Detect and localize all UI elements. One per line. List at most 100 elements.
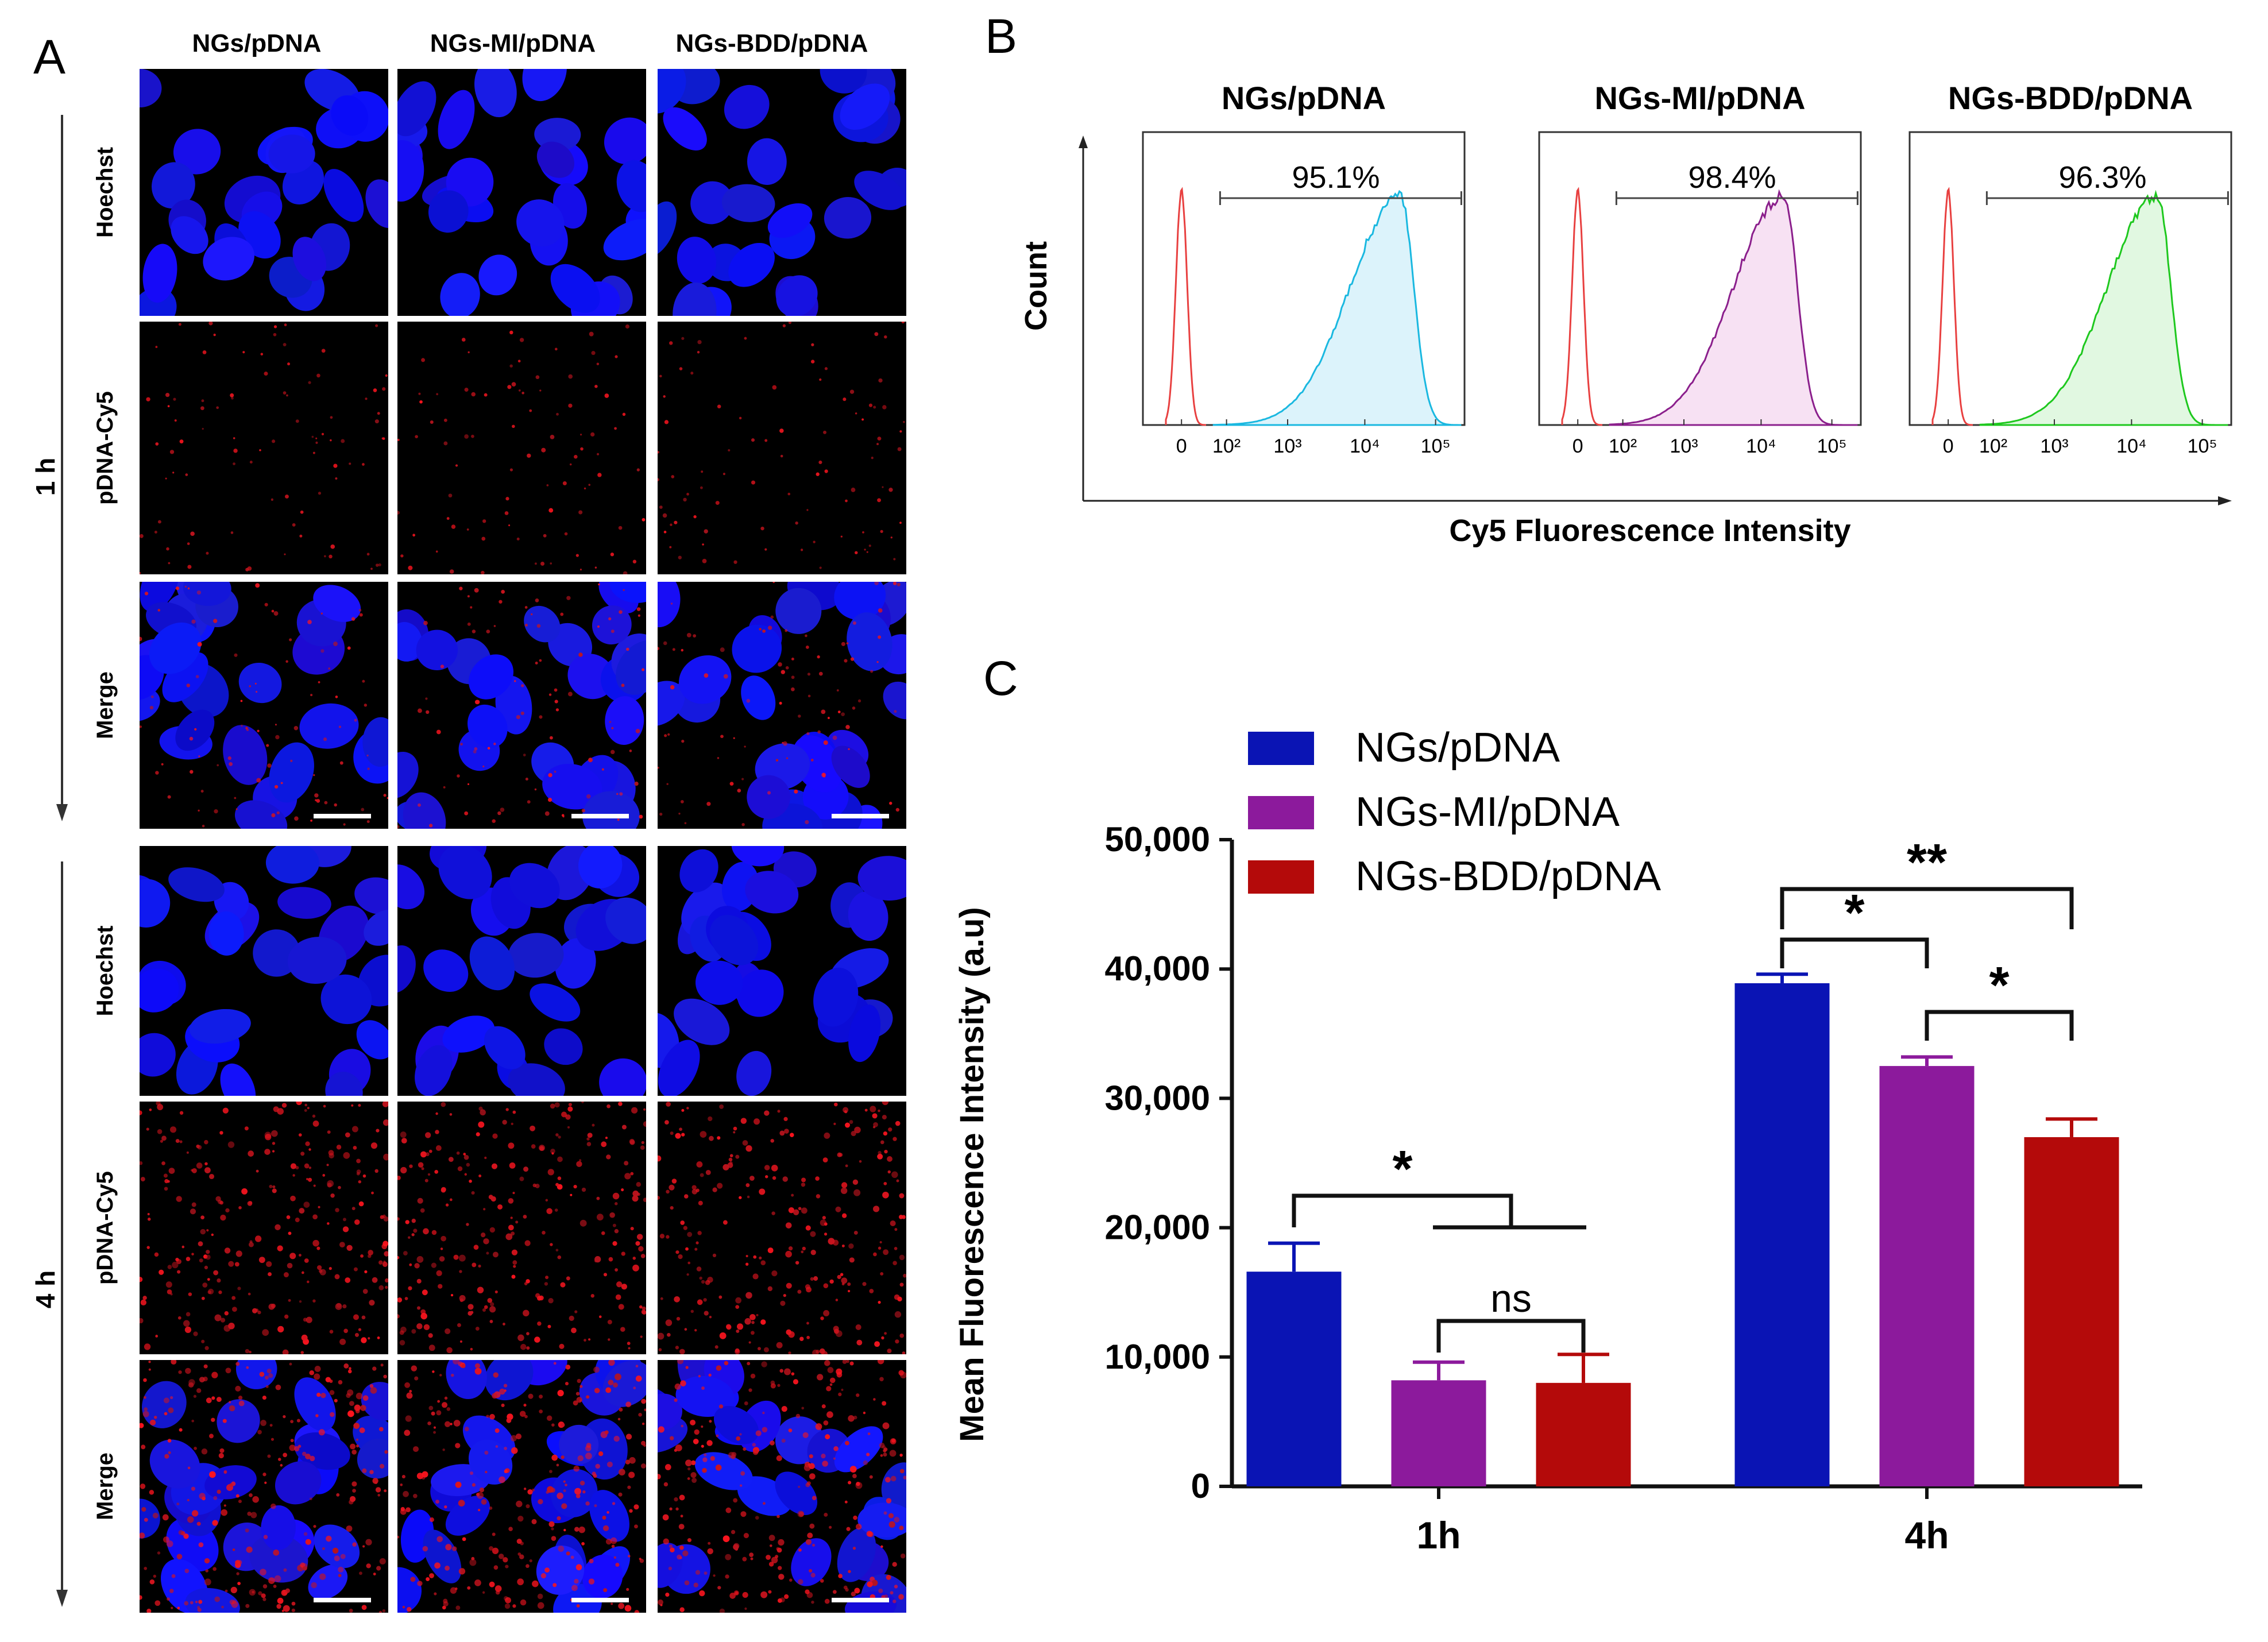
cy5-signal-dot bbox=[191, 1168, 197, 1173]
cy5-signal-dot bbox=[837, 1274, 841, 1280]
cy5-signal-dot bbox=[810, 1573, 816, 1578]
cy5-signal-dot bbox=[201, 399, 204, 403]
cy5-signal-dot bbox=[552, 1583, 557, 1587]
nucleus bbox=[544, 1028, 583, 1065]
cy5-signal-dot bbox=[397, 438, 400, 442]
cy5-signal-dot bbox=[846, 1360, 849, 1363]
nucleus bbox=[308, 1564, 348, 1600]
cy5-signal-dot bbox=[613, 1556, 617, 1559]
cy5-signal-dot bbox=[342, 1226, 349, 1233]
cy5-signal-dot bbox=[271, 1438, 275, 1441]
cy5-signal-dot bbox=[729, 1593, 736, 1599]
cy5-signal-dot bbox=[579, 1385, 583, 1388]
cy5-signal-dot bbox=[739, 1433, 742, 1436]
cy5-signal-dot bbox=[546, 484, 549, 486]
cy5-signal-dot bbox=[166, 1540, 173, 1547]
cy5-signal-dot bbox=[258, 1257, 265, 1264]
cy5-signal-dot bbox=[482, 519, 486, 523]
cy5-signal-dot bbox=[791, 1372, 795, 1376]
cy5-signal-dot bbox=[351, 1104, 354, 1107]
cy5-signal-dot bbox=[690, 1309, 694, 1313]
nucleus bbox=[592, 605, 632, 645]
cy5-signal-dot bbox=[256, 1169, 259, 1173]
cy5-signal-dot bbox=[516, 538, 520, 541]
cy5-signal-dot bbox=[856, 1393, 860, 1397]
cy5-signal-dot bbox=[709, 1420, 712, 1423]
cy5-signal-dot bbox=[197, 642, 202, 647]
x-tick-label: 1h bbox=[1416, 1514, 1461, 1556]
cy5-signal-dot bbox=[421, 358, 426, 362]
cy5-signal-dot bbox=[255, 583, 260, 588]
cy5-signal-dot bbox=[584, 487, 586, 490]
cy5-signal-dot bbox=[512, 1192, 515, 1195]
cy5-signal-dot bbox=[712, 1187, 717, 1192]
cy5-signal-dot bbox=[334, 1398, 338, 1403]
cy5-signal-dot bbox=[227, 1141, 235, 1148]
cy5-signal-dot bbox=[546, 1415, 552, 1421]
cy5-signal-dot bbox=[663, 641, 667, 646]
cy5-signal-dot bbox=[329, 1153, 334, 1159]
cy5-signal-dot bbox=[848, 748, 850, 750]
cy5-signal-dot bbox=[325, 1377, 331, 1382]
cy5-signal-dot bbox=[455, 1481, 462, 1488]
cy5-signal-dot bbox=[339, 761, 343, 765]
cy5-signal-dot bbox=[701, 1386, 705, 1390]
cy5-signal-dot bbox=[838, 1574, 843, 1578]
cy5-signal-dot bbox=[449, 569, 454, 574]
control-histogram bbox=[1561, 187, 1603, 426]
micrograph-cell bbox=[397, 846, 646, 1096]
cy5-signal-dot bbox=[431, 1262, 436, 1268]
cy5-signal-dot bbox=[889, 1450, 897, 1457]
cy5-signal-dot bbox=[466, 1162, 470, 1167]
cy5-signal-dot bbox=[483, 1208, 486, 1211]
cy5-signal-dot bbox=[642, 1306, 646, 1311]
cy5-signal-dot bbox=[245, 1604, 250, 1608]
cy5-signal-dot bbox=[663, 531, 667, 534]
nucleus bbox=[168, 867, 225, 902]
cy5-signal-dot bbox=[883, 1131, 888, 1136]
cy5-signal-dot bbox=[550, 1148, 555, 1154]
cy5-signal-dot bbox=[196, 1162, 203, 1169]
cy5-signal-dot bbox=[664, 420, 669, 424]
cy5-signal-dot bbox=[555, 1133, 559, 1137]
cy5-signal-dot bbox=[329, 1267, 332, 1270]
cy5-signal-dot bbox=[186, 1312, 191, 1317]
cy5-signal-dot bbox=[310, 1455, 315, 1462]
cy5-signal-dot bbox=[155, 771, 159, 775]
cy5-signal-dot bbox=[837, 710, 841, 713]
cy5-signal-dot bbox=[820, 1219, 826, 1226]
y-tick-label: 0 bbox=[1191, 1467, 1210, 1505]
cy5-signal-dot bbox=[306, 1178, 308, 1181]
cy5-signal-dot bbox=[675, 1507, 679, 1511]
cy5-signal-dot bbox=[604, 1430, 609, 1435]
cy5-signal-dot bbox=[557, 1516, 561, 1521]
significance-label: * bbox=[1989, 957, 2009, 1014]
cy5-signal-dot bbox=[807, 1532, 813, 1539]
cy5-signal-dot bbox=[448, 1157, 454, 1162]
cy5-signal-dot bbox=[383, 794, 387, 797]
cy5-signal-dot bbox=[257, 729, 260, 732]
cy5-signal-dot bbox=[463, 1154, 469, 1160]
cy5-signal-dot bbox=[596, 1214, 604, 1221]
cy5-signal-dot bbox=[548, 1521, 555, 1527]
cy5-signal-dot bbox=[436, 729, 441, 735]
cy5-signal-dot bbox=[573, 1400, 578, 1406]
cy5-signal-dot bbox=[460, 743, 463, 746]
cy5-signal-dot bbox=[237, 1582, 241, 1586]
y-tick-label: 40,000 bbox=[1104, 949, 1210, 988]
cy5-signal-dot bbox=[445, 1565, 450, 1571]
cy5-signal-dot bbox=[415, 435, 418, 439]
micrograph-background bbox=[140, 322, 388, 574]
cy5-signal-dot bbox=[781, 1438, 786, 1443]
nucleus bbox=[522, 69, 567, 102]
histogram-title: NGs-BDD/pDNA bbox=[1948, 80, 2193, 116]
cy5-signal-dot bbox=[315, 1414, 319, 1417]
cy5-signal-dot bbox=[466, 1223, 469, 1226]
cy5-signal-dot bbox=[481, 1233, 486, 1238]
cy5-signal-dot bbox=[492, 1393, 498, 1399]
cy5-signal-dot bbox=[291, 1608, 296, 1613]
cy5-signal-dot bbox=[338, 1380, 343, 1385]
cy5-signal-dot bbox=[482, 1591, 485, 1594]
cy5-signal-dot bbox=[759, 628, 762, 631]
cy5-signal-dot bbox=[851, 488, 856, 492]
